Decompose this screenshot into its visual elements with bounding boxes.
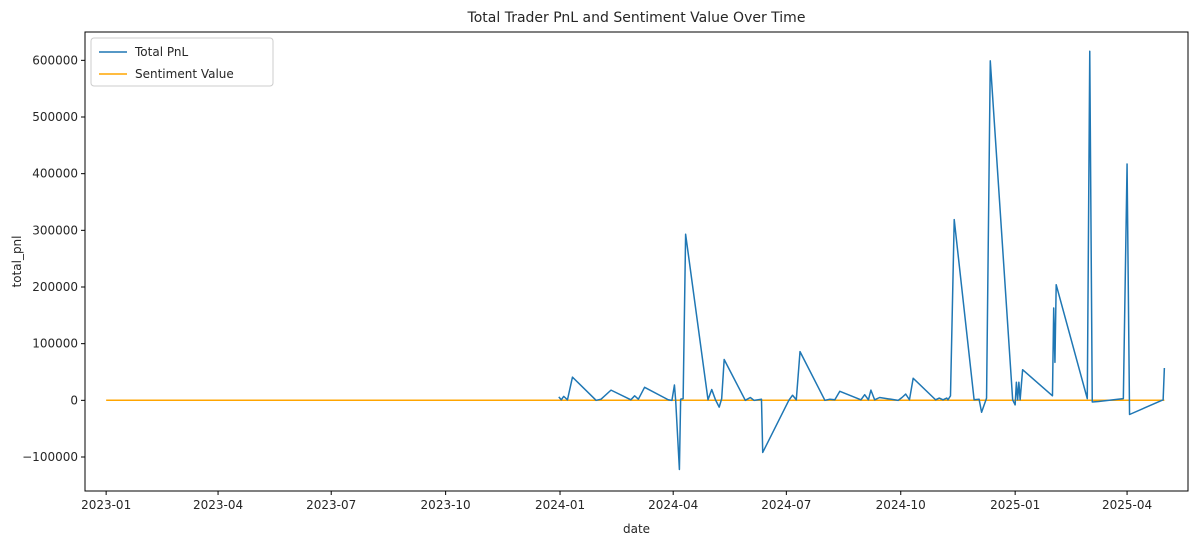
- x-tick-label: 2024-01: [535, 498, 585, 512]
- x-tick-label: 2024-04: [648, 498, 698, 512]
- legend-label-sentiment-value: Sentiment Value: [135, 67, 234, 81]
- legend-box: [90, 37, 274, 87]
- y-tick-label: 0: [70, 393, 78, 407]
- plot-frame: [84, 31, 1189, 492]
- series-line-total-pnl: [558, 50, 1166, 471]
- x-axis-label: date: [623, 522, 650, 536]
- x-tick-label: 2024-07: [761, 498, 811, 512]
- x-tick-label: 2023-01: [81, 498, 131, 512]
- y-axis-label: total_pnl: [10, 236, 24, 288]
- chart-title: Total Trader PnL and Sentiment Value Ove…: [467, 10, 806, 26]
- series-layer: [106, 50, 1166, 471]
- y-tick-label: 400000: [32, 167, 78, 181]
- y-tick-label: 300000: [32, 223, 78, 237]
- x-tick-label: 2025-04: [1102, 498, 1152, 512]
- y-tick-label: 100000: [32, 337, 78, 351]
- y-tick-label: 200000: [32, 280, 78, 294]
- y-tick-label: 500000: [32, 110, 78, 124]
- y-axis-ticks: −100000 0 100000 200000 300000 400000 500000 60…: [22, 53, 85, 464]
- y-tick-label: −100000: [22, 450, 78, 464]
- x-tick-label: 2025-01: [990, 498, 1040, 512]
- y-tick-label: 600000: [32, 53, 78, 67]
- x-tick-label: 2023-10: [421, 498, 471, 512]
- x-axis-ticks: 2023-01 2023-04 2023-07 2023-10 2024-01 2024-…: [81, 491, 1152, 512]
- x-tick-label: 2024-10: [876, 498, 926, 512]
- legend-label-total-pnl: Total PnL: [134, 45, 188, 59]
- legend: Total PnL Sentiment Value: [90, 37, 274, 87]
- x-tick-label: 2023-07: [306, 498, 356, 512]
- x-tick-label: 2023-04: [193, 498, 243, 512]
